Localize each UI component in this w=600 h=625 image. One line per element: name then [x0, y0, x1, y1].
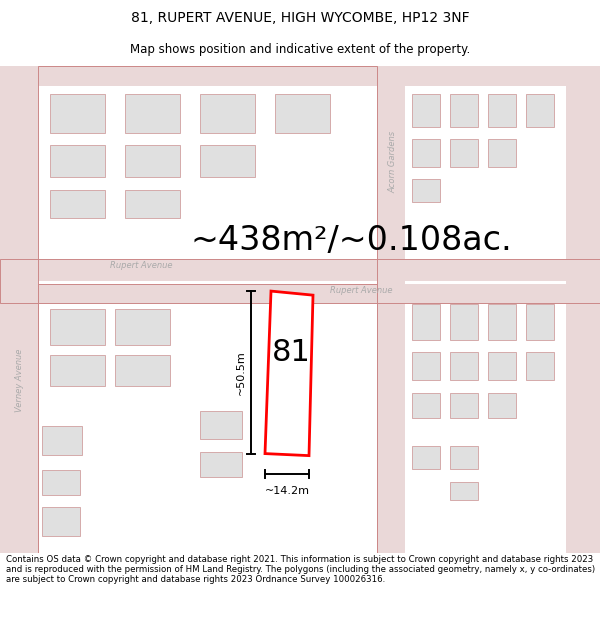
Bar	[526, 352, 554, 381]
Bar	[377, 66, 405, 553]
Bar	[450, 392, 478, 418]
Bar	[526, 304, 554, 340]
Bar	[115, 355, 170, 386]
Bar	[412, 94, 440, 126]
Bar	[50, 189, 105, 218]
Bar	[125, 189, 180, 218]
Bar	[450, 482, 478, 500]
Bar	[488, 94, 516, 126]
Text: ~438m²/~0.108ac.: ~438m²/~0.108ac.	[190, 224, 512, 256]
Polygon shape	[265, 291, 313, 456]
Bar	[115, 309, 170, 345]
Text: ~14.2m: ~14.2m	[265, 486, 310, 496]
Bar	[38, 66, 377, 86]
Bar	[0, 66, 600, 86]
Text: 81: 81	[272, 338, 310, 366]
Bar	[450, 139, 478, 167]
Bar	[50, 309, 105, 345]
Bar	[412, 446, 440, 469]
Bar	[200, 411, 242, 439]
Bar	[488, 352, 516, 381]
Bar	[0, 259, 600, 281]
Bar	[412, 352, 440, 381]
Bar	[38, 284, 377, 553]
Text: 81, RUPERT AVENUE, HIGH WYCOMBE, HP12 3NF: 81, RUPERT AVENUE, HIGH WYCOMBE, HP12 3N…	[131, 11, 469, 26]
Bar	[42, 508, 80, 536]
Bar	[200, 145, 255, 177]
Text: Verney Avenue: Verney Avenue	[16, 349, 25, 412]
Bar	[412, 139, 440, 167]
Bar	[50, 145, 105, 177]
Bar	[488, 139, 516, 167]
Bar	[42, 426, 82, 454]
Bar	[50, 355, 105, 386]
Bar	[125, 94, 180, 132]
Text: Acorn Gardens: Acorn Gardens	[389, 131, 398, 193]
Bar	[38, 66, 377, 553]
Bar	[526, 94, 554, 126]
Bar	[275, 94, 330, 132]
Bar	[125, 145, 180, 177]
Text: Contains OS data © Crown copyright and database right 2021. This information is : Contains OS data © Crown copyright and d…	[6, 554, 595, 584]
Bar	[412, 179, 440, 202]
Text: ~50.5m: ~50.5m	[236, 350, 246, 395]
Bar	[412, 392, 440, 418]
Bar	[450, 94, 478, 126]
Bar	[412, 304, 440, 340]
Bar	[450, 352, 478, 381]
Bar	[450, 304, 478, 340]
Bar	[566, 66, 600, 553]
Bar	[0, 66, 38, 553]
Bar	[0, 284, 600, 304]
Bar	[42, 470, 80, 495]
Text: Rupert Avenue: Rupert Avenue	[110, 261, 173, 270]
Bar	[488, 304, 516, 340]
Text: Rupert Avenue: Rupert Avenue	[330, 286, 392, 294]
Bar	[50, 94, 105, 132]
Bar	[200, 451, 242, 477]
Bar	[488, 392, 516, 418]
Bar	[0, 259, 600, 303]
Bar	[450, 446, 478, 469]
Text: Map shows position and indicative extent of the property.: Map shows position and indicative extent…	[130, 42, 470, 56]
Bar	[200, 94, 255, 132]
